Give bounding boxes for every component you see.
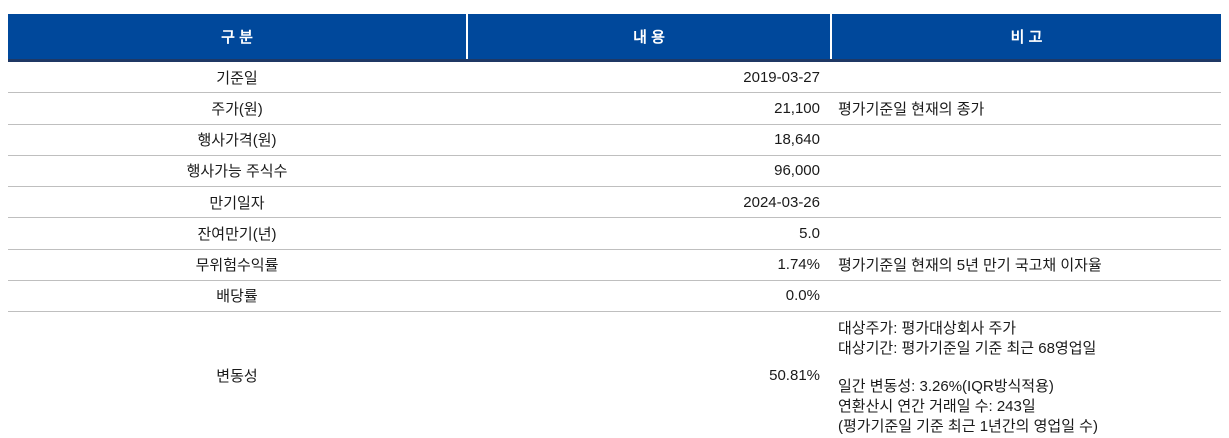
table-row-stock-price: 주가(원) 21,100 평가기준일 현재의 종가 (8, 93, 1221, 125)
remark-line-trading-days: 연환산시 연간 거래일 수: 243일 (838, 398, 1036, 415)
row-label: 행사가능 주식수 (186, 163, 288, 181)
table-header-row: 구 분 내 용 비 고 (8, 14, 1221, 62)
row-remark (830, 281, 1221, 311)
remark-line-target-stock: 대상주가: 평가대상회사 주가 (838, 320, 1017, 337)
table-row-exercisable-shares: 행사가능 주식수 96,000 (8, 156, 1221, 187)
row-remark (830, 156, 1221, 186)
header-content: 내 용 (466, 14, 830, 59)
remark-line-trading-note: (평가기준일 기준 최근 1년간의 영업일 수) (838, 418, 1098, 435)
row-remark: 대상주가: 평가대상회사 주가 대상기간: 평가기준일 기준 최근 68영업일 … (830, 312, 1221, 438)
table-row-dividend-rate: 배당률 0.0% (8, 281, 1221, 312)
row-remark (830, 187, 1221, 217)
row-value: 5.0 (799, 224, 820, 242)
remark-line-target-period: 대상기간: 평가기준일 기준 최근 68영업일 (838, 340, 1097, 357)
row-value: 21,100 (774, 99, 820, 117)
valuation-parameters-table: 구 분 내 용 비 고 기준일 2019-03-27 주가(원) 21,100 … (8, 14, 1221, 438)
row-value: 96,000 (774, 162, 820, 180)
row-label: 만기일자 (209, 194, 265, 212)
table-row-risk-free-rate: 무위험수익률 1.74% 평가기준일 현재의 5년 만기 국고채 이자율 (8, 250, 1221, 281)
row-value: 0.0% (785, 287, 820, 305)
row-value: 50.81% (769, 366, 820, 384)
row-remark (830, 218, 1221, 248)
table-row-base-date: 기준일 2019-03-27 (8, 62, 1221, 94)
row-label: 행사가격(원) (197, 132, 277, 150)
header-category: 구 분 (221, 29, 253, 46)
row-value: 1.74% (777, 256, 820, 274)
row-label: 기준일 (216, 69, 258, 87)
header-remark: 비 고 (830, 14, 1221, 59)
row-value: 2024-03-26 (743, 193, 820, 211)
row-remark: 평가기준일 현재의 5년 만기 국고채 이자율 (838, 257, 1102, 275)
row-label: 배당률 (216, 288, 258, 306)
row-remark (830, 125, 1221, 155)
row-label: 무위험수익률 (195, 257, 279, 275)
row-value: 18,640 (774, 131, 820, 149)
row-label: 주가(원) (211, 100, 263, 118)
table-row-remaining-maturity: 잔여만기(년) 5.0 (8, 218, 1221, 250)
table-row-exercise-price: 행사가격(원) 18,640 (8, 125, 1221, 156)
row-value: 2019-03-27 (743, 68, 820, 86)
table-row-maturity-date: 만기일자 2024-03-26 (8, 187, 1221, 219)
row-remark (830, 62, 1221, 92)
row-label: 변동성 (216, 367, 258, 385)
remark-line-daily-vol: 일간 변동성: 3.26%(IQR방식적용) (838, 378, 1054, 395)
row-label: 잔여만기(년) (197, 225, 277, 243)
table-row-volatility: 변동성 50.81% 대상주가: 평가대상회사 주가 대상기간: 평가기준일 기… (8, 312, 1221, 438)
row-remark: 평가기준일 현재의 종가 (838, 100, 985, 118)
